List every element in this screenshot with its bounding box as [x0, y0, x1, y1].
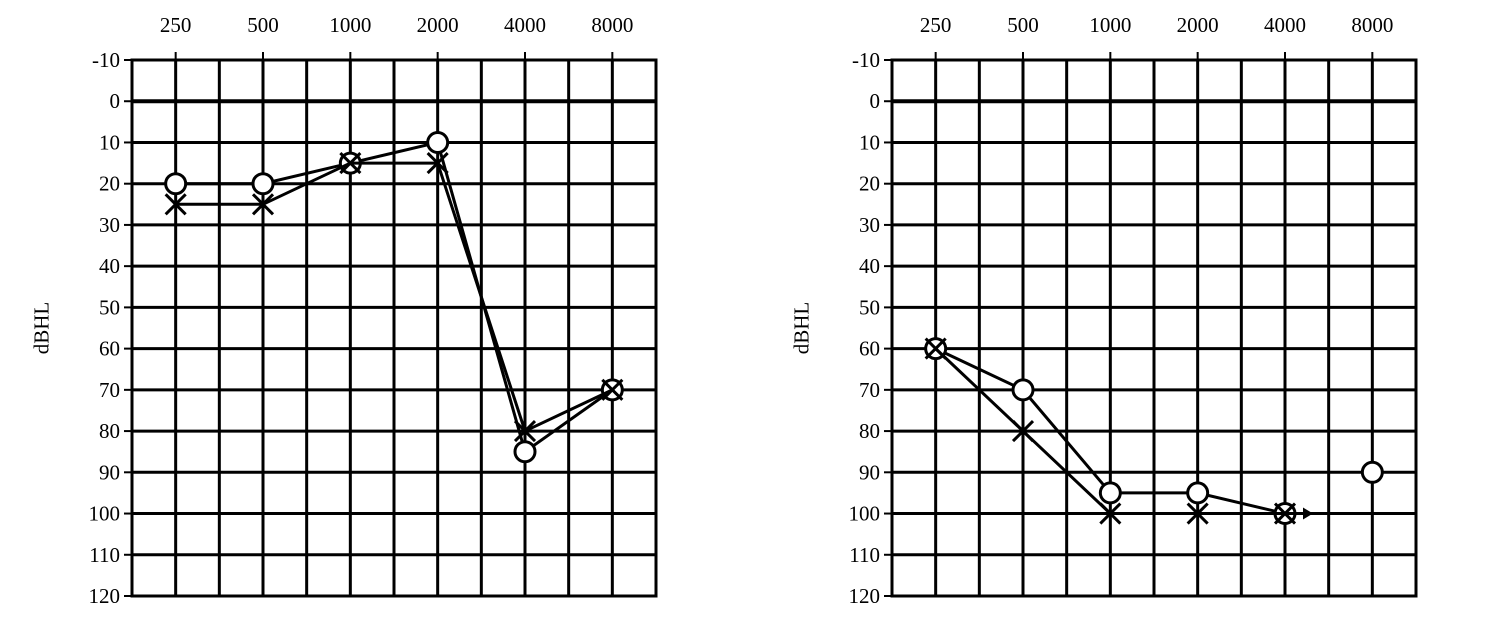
y-tick-label: 90: [99, 460, 120, 484]
marker-circle: [166, 174, 186, 194]
x-tick-label: 1000: [329, 13, 371, 37]
marker-circle: [1013, 380, 1033, 400]
marker-circle: [428, 132, 448, 152]
marker-circle: [1362, 462, 1382, 482]
y-tick-label: 120: [89, 584, 121, 608]
y-tick-label: 0: [870, 89, 881, 113]
y-tick-label: 80: [859, 419, 880, 443]
marker-circle: [1188, 483, 1208, 503]
x-tick-label: 500: [1007, 13, 1039, 37]
y-tick-label: 20: [859, 172, 880, 196]
y-tick-label: 40: [99, 254, 120, 278]
marker-circle: [1100, 483, 1120, 503]
marker-circle: [253, 174, 273, 194]
y-tick-label: 60: [859, 337, 880, 361]
y-tick-label: 100: [89, 502, 121, 526]
chart-svg: 250 500 1000 2000 4000 8000 -10 0 10 20 30 40 50 60 70…: [760, 0, 1440, 632]
y-tick-label: 20: [99, 172, 120, 196]
y-tick-label: 50: [859, 295, 880, 319]
x-tick-label: 250: [920, 13, 952, 37]
no-response-arrow: [1303, 508, 1313, 520]
y-tick-label: 60: [99, 337, 120, 361]
x-tick-label: 250: [160, 13, 192, 37]
y-tick-label: 30: [99, 213, 120, 237]
y-tick-label: 70: [859, 378, 880, 402]
y-tick-label: 10: [859, 130, 880, 154]
y-axis-label: dBHL: [30, 302, 55, 355]
y-tick-label: 0: [110, 89, 121, 113]
y-tick-label: 70: [99, 378, 120, 402]
marker-circle: [515, 442, 535, 462]
y-tick-label: -10: [852, 48, 880, 72]
chart-svg: 250 500 1000 2000 4000 8000 -10 0 10 20 30 40 50 60 70…: [0, 0, 680, 632]
x-tick-label: 1000: [1089, 13, 1131, 37]
x-tick-label: 2000: [1177, 13, 1219, 37]
x-tick-label: 8000: [591, 13, 633, 37]
y-tick-label: 110: [849, 543, 880, 567]
audiogram-left: 250 500 1000 2000 4000 8000 -10 0 10 20 30 40 50 60 70…: [0, 0, 680, 632]
x-tick-label: 2000: [417, 13, 459, 37]
x-tick-label: 500: [247, 13, 279, 37]
x-tick-label: 4000: [1264, 13, 1306, 37]
y-tick-label: 100: [849, 502, 881, 526]
y-tick-label: 90: [859, 460, 880, 484]
y-tick-label: 50: [99, 295, 120, 319]
y-tick-label: 110: [89, 543, 120, 567]
y-tick-label: 80: [99, 419, 120, 443]
y-tick-label: -10: [92, 48, 120, 72]
audiogram-right: 250 500 1000 2000 4000 8000 -10 0 10 20 30 40 50 60 70…: [760, 0, 1440, 632]
y-tick-label: 120: [849, 584, 881, 608]
y-axis-label: dBHL: [790, 302, 815, 355]
y-tick-label: 40: [859, 254, 880, 278]
x-tick-label: 8000: [1351, 13, 1393, 37]
y-tick-label: 10: [99, 130, 120, 154]
x-tick-label: 4000: [504, 13, 546, 37]
y-tick-label: 30: [859, 213, 880, 237]
